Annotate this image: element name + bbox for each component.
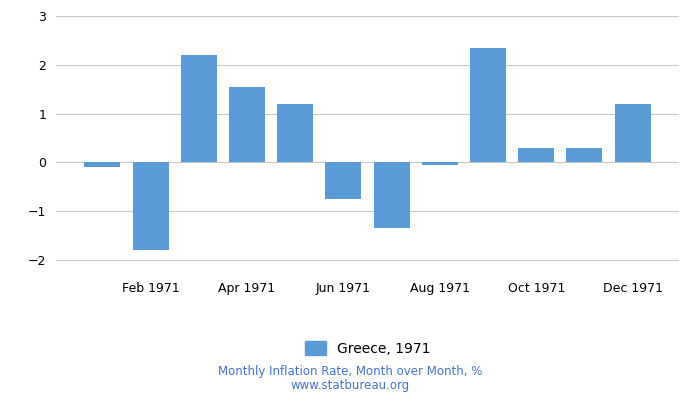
Bar: [229, 87, 265, 162]
Bar: [421, 162, 458, 165]
Bar: [518, 148, 554, 162]
Bar: [470, 48, 506, 162]
Bar: [326, 162, 361, 199]
Bar: [615, 104, 651, 162]
Legend: Greece, 1971: Greece, 1971: [299, 335, 436, 361]
Text: Monthly Inflation Rate, Month over Month, %: Monthly Inflation Rate, Month over Month…: [218, 366, 482, 378]
Bar: [84, 162, 120, 167]
Bar: [132, 162, 169, 250]
Bar: [181, 55, 217, 162]
Bar: [277, 104, 314, 162]
Bar: [374, 162, 409, 228]
Bar: [566, 148, 603, 162]
Text: www.statbureau.org: www.statbureau.org: [290, 380, 410, 392]
